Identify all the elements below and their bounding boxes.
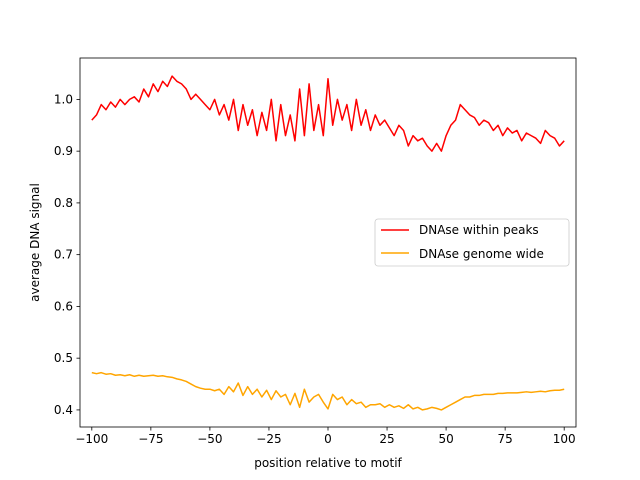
x-tick-label: 50: [438, 432, 453, 446]
x-tick-label: −75: [138, 432, 163, 446]
series-line-within-peaks: [91, 75, 565, 152]
y-axis: 0.4 0.5 0.6 0.7 0.8 0.9 1.0: [54, 92, 80, 417]
legend-label-within-peaks: DNAse within peaks: [419, 223, 539, 237]
y-tick-label: 0.8: [54, 196, 73, 210]
legend-box: [374, 218, 570, 267]
x-tick-label: −100: [75, 432, 108, 446]
x-tick-label: 75: [498, 432, 513, 446]
y-tick-label: 0.7: [54, 248, 73, 262]
y-tick-label: 0.4: [54, 403, 73, 417]
y-tick-label: 0.9: [54, 144, 73, 158]
x-tick-label: 25: [379, 432, 394, 446]
x-tick-label: 100: [553, 432, 576, 446]
y-tick-label: 0.6: [54, 299, 73, 313]
x-axis: −100 −75 −50 −25 0 25 50 75 100: [75, 427, 576, 446]
y-tick-label: 0.5: [54, 351, 73, 365]
series-layer: [91, 75, 565, 411]
series-line-genome-wide: [91, 371, 565, 411]
y-tick-label: 1.0: [54, 92, 73, 106]
y-axis-label: average DNA signal: [28, 183, 42, 302]
legend-label-genome-wide: DNAse genome wide: [419, 247, 544, 261]
legend: DNAse within peaks DNAse genome wide: [374, 218, 570, 267]
x-tick-label: −25: [256, 432, 281, 446]
x-tick-label: 0: [324, 432, 332, 446]
x-tick-label: −50: [197, 432, 222, 446]
x-axis-label: position relative to motif: [254, 456, 402, 470]
